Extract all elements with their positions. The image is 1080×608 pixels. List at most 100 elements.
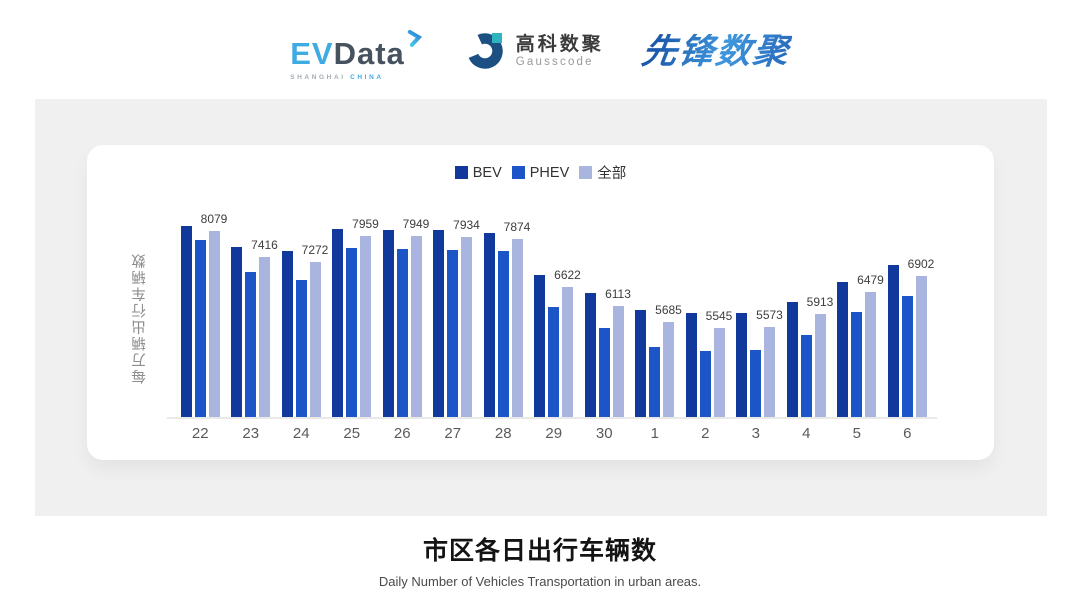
bar-group-24: 7272 [276, 219, 329, 417]
value-label-22: 8079 [200, 212, 228, 227]
bar-phev-22 [194, 239, 206, 417]
bar-all-29 [562, 286, 574, 417]
value-label-30: 6113 [605, 287, 631, 302]
bar-bev-22 [180, 225, 192, 417]
bar-phev-1 [649, 347, 661, 417]
bar-all-24 [309, 262, 321, 417]
bar-bev-29 [534, 275, 546, 417]
value-label-3: 5573 [756, 307, 783, 322]
x-tick-5: 5 [852, 425, 861, 442]
footer: 市区各日出行车辆数 Daily Number of Vehicles Trans… [0, 531, 1080, 589]
legend-item-phev[interactable]: PHEV [511, 164, 570, 181]
value-label-1: 5685 [655, 303, 682, 318]
chart-subtitle: Daily Number of Vehicles Transportation … [378, 574, 702, 589]
evdata-sub-right: CHINA [350, 73, 384, 81]
bar-phev-5 [851, 311, 863, 417]
chart-title: 市区各日出行车辆数 [422, 537, 657, 565]
legend-item-bev[interactable]: BEV [454, 164, 502, 181]
bar-all-30 [612, 306, 624, 417]
evdata-wordmark: EV Data [290, 22, 427, 69]
evdata-data-text: Data [333, 35, 405, 71]
bar-bev-26 [382, 230, 394, 417]
bar-group-23: 7416 [226, 219, 278, 417]
value-label-4: 5913 [806, 294, 834, 309]
x-axis-labels: 22 23 24 25 26 27 28 29 30 1 2 3 4 5 6 [175, 425, 933, 442]
bar-all-1 [663, 322, 675, 417]
x-tick-28: 28 [494, 425, 512, 442]
bar-phev-30 [598, 327, 610, 417]
bar-all-2 [713, 327, 725, 417]
x-tick-4: 4 [802, 425, 811, 442]
bar-group-29: 6622 [529, 219, 581, 417]
gausscode-g-icon [465, 28, 507, 75]
bar-phev-27 [447, 249, 459, 417]
value-label-25: 7959 [352, 216, 379, 231]
bar-group-4: 5913 [781, 219, 834, 417]
value-label-29: 6622 [554, 267, 581, 282]
bar-group-6: 6902 [882, 219, 935, 417]
bar-bev-3 [736, 313, 748, 417]
evdata-subtext: SHANGHAI CHINA [290, 74, 383, 81]
bar-group-28: 7874 [478, 219, 531, 417]
gausscode-text: 高科数聚 Gausscode [516, 34, 604, 68]
chart-legend: BEV PHEV 全部 [87, 162, 994, 183]
value-label-26: 7949 [402, 217, 430, 232]
x-tick-24: 24 [292, 425, 310, 442]
x-tick-23: 23 [242, 425, 260, 442]
bar-all-3 [764, 326, 776, 417]
y-axis-title-wrap: 每万辆出行车辆数 [129, 219, 150, 417]
plot-area: 8079 7416 7272 7959 7949 7934 7874 6622 6113 5685… [175, 212, 935, 417]
header-logos: EV Data SHANGHAI CHINA [0, 16, 1080, 86]
bar-bev-24 [281, 251, 293, 417]
value-label-5: 6479 [857, 273, 884, 288]
legend-swatch-bev [454, 166, 468, 179]
bar-bev-28 [483, 233, 495, 417]
chart-card: BEV PHEV 全部 每万辆出行车辆数 8079 7416 7272 7959 7949 7… [87, 145, 994, 460]
bar-all-27 [461, 236, 473, 417]
legend-label-phev: PHEV [529, 164, 570, 181]
evdata-sub-left: SHANGHAI [290, 73, 346, 81]
x-tick-6: 6 [903, 425, 912, 442]
bar-bev-1 [635, 310, 647, 417]
bar-phev-2 [699, 350, 711, 417]
legend-item-all[interactable]: 全部 [579, 162, 626, 183]
bar-all-23 [259, 256, 271, 417]
evdata-arrow-icon [407, 22, 427, 53]
gausscode-en-text: Gausscode [515, 55, 594, 68]
evdata-logo: EV Data SHANGHAI CHINA [290, 22, 427, 81]
xianfeng-logo: 先锋数聚 [639, 31, 793, 71]
bar-bev-27 [433, 230, 445, 417]
gausscode-cn-text: 高科数聚 [515, 34, 604, 56]
value-label-2: 5545 [705, 308, 733, 323]
bar-group-27: 7934 [428, 218, 480, 417]
value-label-28: 7874 [503, 220, 531, 234]
x-axis-line [167, 417, 937, 419]
legend-label-all: 全部 [597, 166, 627, 182]
x-tick-26: 26 [393, 425, 411, 442]
bar-group-25: 7959 [327, 216, 379, 417]
x-tick-3: 3 [751, 425, 760, 442]
x-tick-30: 30 [595, 425, 613, 442]
x-tick-1: 1 [650, 425, 659, 442]
bar-bev-4 [786, 301, 798, 417]
bar-phev-23 [245, 271, 257, 417]
bar-group-1: 5685 [630, 219, 682, 417]
legend-label-bev: BEV [472, 164, 502, 181]
bar-bev-25 [332, 228, 344, 417]
bar-bev-5 [837, 282, 849, 417]
x-tick-27: 27 [444, 425, 462, 442]
bar-group-5: 6479 [832, 219, 884, 417]
bar-all-25 [360, 235, 372, 417]
bar-bev-6 [887, 265, 899, 417]
evdata-ev-text: EV [290, 35, 334, 71]
x-tick-2: 2 [701, 425, 710, 442]
value-label-6: 6902 [907, 257, 935, 271]
value-label-24: 7272 [301, 243, 329, 257]
legend-swatch-phev [511, 166, 525, 179]
bar-all-26 [410, 236, 422, 417]
bar-all-4 [814, 313, 826, 417]
bar-bev-23 [231, 246, 243, 417]
bar-phev-25 [346, 247, 358, 417]
bar-phev-29 [548, 306, 560, 417]
